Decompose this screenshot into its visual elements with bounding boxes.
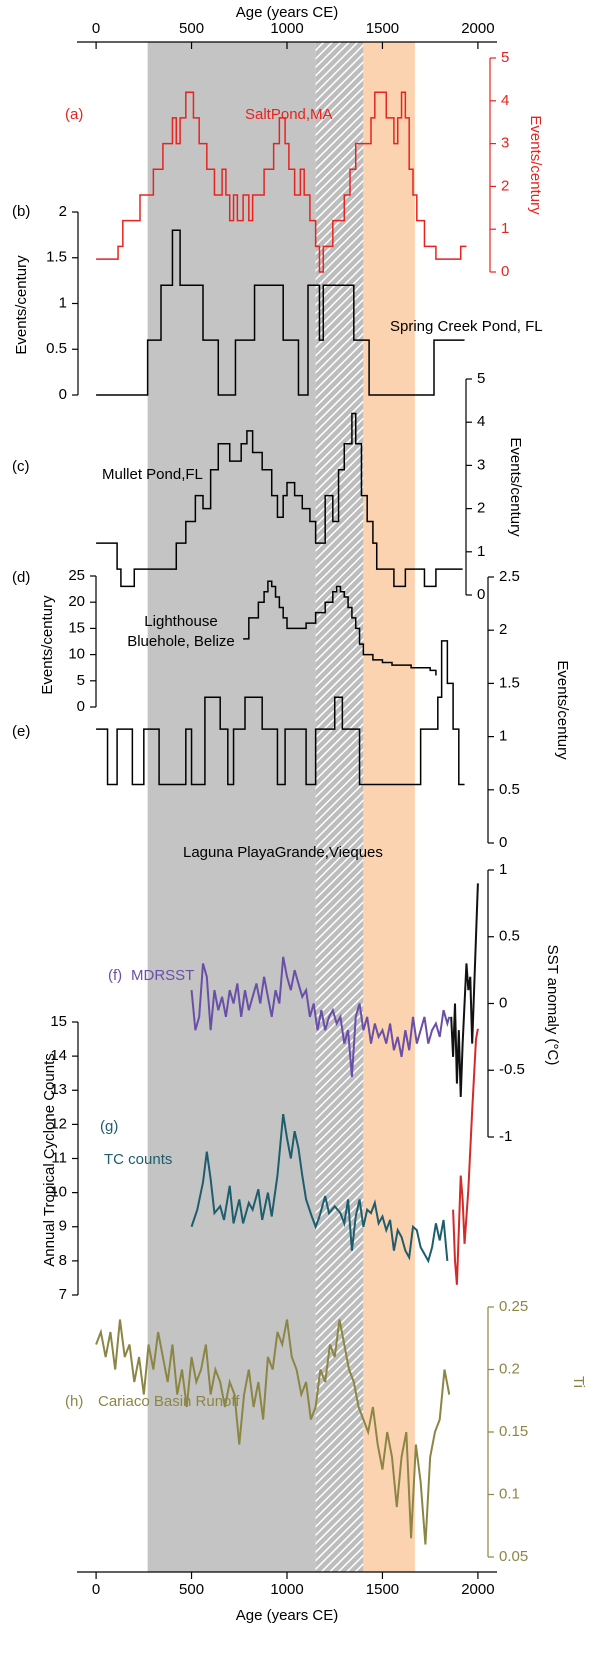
y-tick-label: 8 [59,1252,67,1269]
y-tick-label: 0 [77,698,85,715]
y-axis-title: Events/century [13,255,30,355]
series-label: SaltPond,MA [245,106,333,123]
panel-letter: (a) [65,106,83,123]
y-tick-label: 1 [501,220,509,237]
y-tick-label: 0.5 [46,340,67,357]
panel-letter: (f) [108,967,122,984]
y-tick-label: 0.1 [499,1485,520,1502]
series-label: Spring Creek Pond, FL [390,318,543,335]
y-tick-label: 0 [477,586,485,603]
y-axis-title: Annual Tropical Cyclone Counts [41,1053,58,1266]
y-tick-label: 20 [68,593,85,610]
y-tick-label: 11 [51,1149,67,1166]
y-axis-title: Events/century [554,660,571,760]
y-tick-label: 0.25 [499,1298,528,1315]
panel-letter: (e) [12,723,30,740]
x-tick-label: 1000 [270,1581,303,1598]
y-tick-label: 0 [59,386,67,403]
data-line [243,580,437,676]
y-tick-label: 0 [499,994,507,1011]
y-tick-label: 7 [59,1286,67,1303]
y-tick-label: 9 [59,1218,67,1235]
y-tick-label: 2 [477,500,485,517]
data-line [96,229,465,396]
y-tick-label: 12 [50,1115,67,1132]
y-tick-label: 1 [477,543,485,560]
y-tick-label: 3 [477,456,485,473]
y-tick-label: 2 [59,203,67,220]
series-label: Cariaco Basin Runoff [98,1393,240,1410]
y-tick-label: 1 [499,728,507,745]
x-tick-label: 500 [179,20,204,37]
y-tick-label: 13 [50,1081,67,1098]
data-line [96,640,465,786]
y-tick-label: 4 [477,413,485,430]
data-line [452,1028,479,1285]
y-tick-label: 15 [68,619,85,636]
panel-letter: (h) [65,1393,83,1410]
series-label: Mullet Pond,FL [102,466,203,483]
y-tick-label: 0.5 [499,781,520,798]
y-tick-label: 1 [59,294,67,311]
data-line [190,1113,449,1264]
x-tick-label: 2000 [461,1581,494,1598]
x-axis-title-top: Age (years CE) [236,4,339,21]
y-tick-label: 0 [499,834,507,851]
y-axis-title: SST anomaly (°C) [544,945,561,1066]
y-tick-label: 4 [501,92,509,109]
y-tick-label: 25 [68,567,85,584]
y-tick-label: -1 [499,1128,512,1145]
y-tick-label: 1.5 [499,674,520,691]
panel-letter: (b) [12,203,30,220]
y-tick-label: 3 [501,135,509,152]
y-tick-label: 5 [77,672,85,689]
y-tick-label: 0.5 [499,928,520,945]
y-tick-label: -0.5 [499,1061,525,1078]
y-tick-label: 1 [499,861,507,878]
y-tick-label: 0.05 [499,1548,528,1565]
y-tick-label: 0 [501,263,509,280]
data-line [96,91,467,273]
shaded-period [363,42,415,1572]
x-tick-label: 0 [92,1581,100,1598]
y-axis-title: Events/century [39,595,56,695]
y-tick-label: 0.2 [499,1360,520,1377]
data-line [96,412,463,588]
x-axis-title-bottom: Age (years CE) [236,1607,339,1624]
y-tick-label: 2.5 [499,568,520,585]
y-tick-label: 15 [50,1013,67,1030]
y-tick-label: 2 [499,621,507,638]
y-tick-label: 14 [50,1047,67,1064]
x-tick-label: 1500 [366,1581,399,1598]
series-label: Laguna PlayaGrande,Vieques [183,844,383,861]
y-tick-label: 1.5 [46,249,67,266]
data-line [190,956,451,1078]
y-tick-label: 10 [68,646,85,663]
y-tick-label: 5 [477,370,485,387]
y-tick-label: 5 [501,49,509,66]
series-label: Lighthouse Bluehole, Belize [127,613,235,650]
y-axis-title: Events/century [527,115,544,215]
panel-letter: (c) [12,458,30,475]
x-tick-label: 2000 [461,20,494,37]
data-line [95,1319,451,1545]
y-axis-title: Events/century [507,437,524,537]
panel-letter: (d) [12,569,30,586]
y-tick-label: 10 [50,1184,67,1201]
y-tick-label: 0.15 [499,1423,528,1440]
series-label: MDRSST [131,967,194,984]
x-tick-label: 500 [179,1581,204,1598]
shaded-period [147,42,316,1572]
y-tick-label: 2 [501,177,509,194]
x-tick-label: 1000 [270,20,303,37]
y-axis-title: Ti [570,1376,587,1388]
series-label: TC counts [104,1151,172,1168]
data-line [450,883,479,1097]
x-tick-label: 1500 [366,20,399,37]
panel-letter: (g) [100,1118,118,1135]
x-tick-label: 0 [92,20,100,37]
